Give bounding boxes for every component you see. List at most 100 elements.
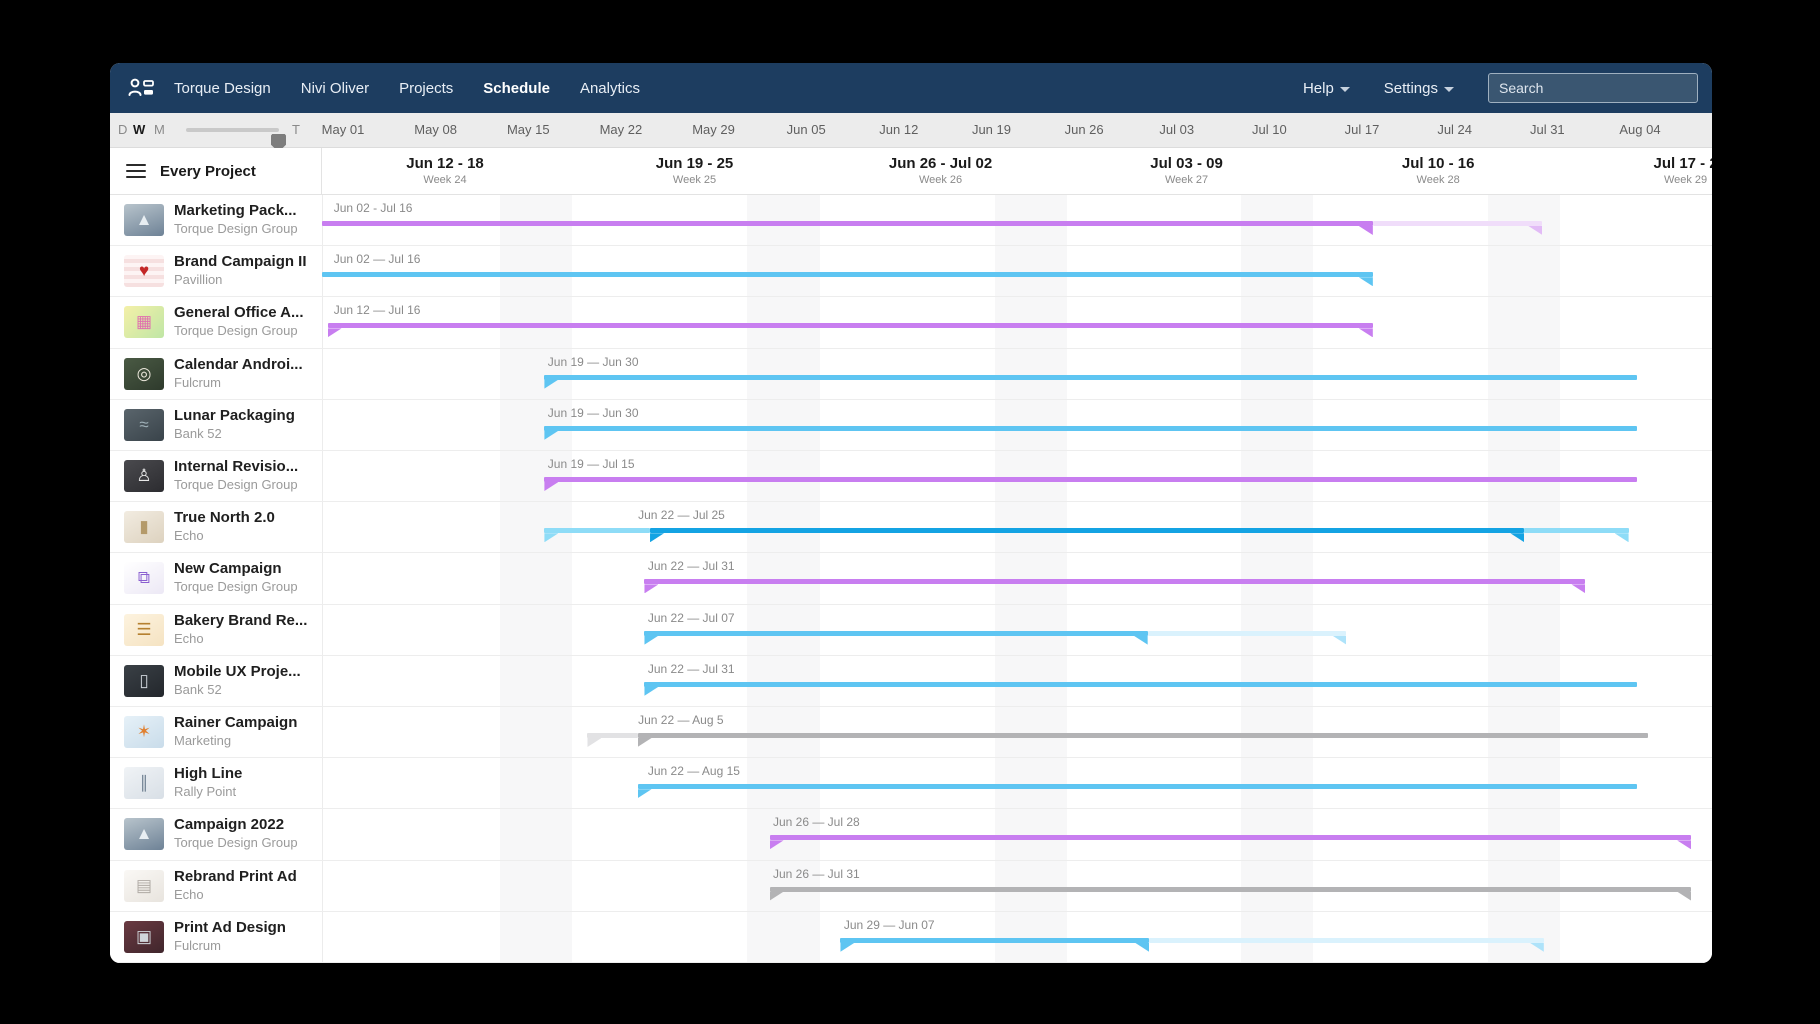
sticky-notes-photo: ▦ <box>124 306 164 339</box>
bar-start-flag-icon[interactable] <box>544 533 559 543</box>
bar-end-flag-icon[interactable] <box>1133 635 1148 645</box>
bar-start-flag-icon[interactable] <box>769 840 784 850</box>
gantt-rows-area: ▲ Marketing Pack... Torque Design Group … <box>110 195 1712 963</box>
nav-item-analytics[interactable]: Analytics <box>579 79 640 97</box>
gantt-bar-segment[interactable] <box>840 937 1150 952</box>
ruler-date-label: Jun 05 <box>786 122 826 137</box>
gantt-bar-segment[interactable] <box>637 733 1649 747</box>
bar-date-range: Jun 22 — Aug 5 <box>638 713 724 727</box>
thumbnail-glyph: ∥ <box>139 773 149 793</box>
weekend-stripes <box>322 195 1712 963</box>
bar-date-range: Jun 29 — Jun 07 <box>843 917 935 932</box>
zoom-mode-month[interactable]: M <box>154 122 165 137</box>
project-bar-lane: Jun 22 — Aug 15 <box>322 758 1712 808</box>
gantt-bar-segment[interactable] <box>587 733 638 747</box>
project-row[interactable]: ∥ High Line Rally Point Jun 22 — Aug 15 <box>110 758 1712 810</box>
gantt-bar-segment[interactable] <box>544 425 1637 440</box>
project-row[interactable]: ▤ Rebrand Print Ad Echo Jun 26 — Jul 31 <box>110 861 1712 912</box>
gantt-bar-segment[interactable] <box>644 681 1637 696</box>
hamburger-icon[interactable] <box>126 160 146 182</box>
gantt-bar-segment[interactable] <box>322 221 1373 235</box>
bar-end-flag-icon[interactable] <box>1358 328 1373 338</box>
thumbnail-glyph: ⧉ <box>137 568 151 588</box>
settings-menu[interactable]: Settings <box>1384 80 1454 97</box>
help-menu[interactable]: Help <box>1303 80 1350 97</box>
bar-end-flag-icon[interactable] <box>1528 226 1543 235</box>
bar-start-flag-icon[interactable] <box>644 686 659 696</box>
phone-screen-photo: ▯ <box>124 664 164 697</box>
project-row[interactable]: ♙ Internal Revisio... Torque Design Grou… <box>110 451 1712 503</box>
bar-start-flag-icon[interactable] <box>587 738 602 747</box>
project-row[interactable]: ▲ Marketing Pack... Torque Design Group … <box>110 195 1712 247</box>
project-row[interactable]: ◎ Calendar Androi... Fulcrum Jun 19 — Ju… <box>110 349 1712 400</box>
bar-start-flag-icon[interactable] <box>644 584 659 594</box>
project-row[interactable]: ☰ Bakery Brand Re... Echo Jun 22 — Jul 0… <box>110 605 1712 656</box>
bar-start-flag-icon[interactable] <box>840 942 855 952</box>
gantt-bar-segment[interactable] <box>644 630 1148 645</box>
gantt-bar-segment[interactable] <box>769 886 1692 901</box>
gantt-bar-segment[interactable] <box>322 272 1373 287</box>
gantt-bar-segment[interactable] <box>644 579 1586 594</box>
gantt-bar-segment[interactable] <box>769 835 1692 850</box>
bar-end-flag-icon[interactable] <box>1332 635 1347 645</box>
nav-item-schedule[interactable]: Schedule <box>483 79 550 97</box>
paper-wall-photo: ▤ <box>124 869 164 902</box>
gantt-bar-segment[interactable] <box>544 477 1637 491</box>
ruler-dates: May 01 May 08 May 15 May 22 May 29 Jun 05 Jun … <box>110 113 1712 147</box>
project-row[interactable]: ♥ Brand Campaign II Pavillion Jun 02 — J… <box>110 246 1712 298</box>
gantt-bar-segment[interactable] <box>327 323 1373 338</box>
project-name: Rainer Campaign <box>174 714 298 731</box>
bar-start-flag-icon[interactable] <box>544 482 559 491</box>
weekend-stripe <box>1488 195 1561 963</box>
bar-start-flag-icon[interactable] <box>327 328 342 338</box>
gantt-bar-segment[interactable] <box>1372 221 1543 235</box>
zoom-mode-week[interactable]: W <box>133 122 146 137</box>
project-name: New Campaign <box>174 560 282 578</box>
week-number: Week 27 <box>1164 174 1209 186</box>
project-row[interactable]: ⧉ New Campaign Torque Design Group Jun 2… <box>110 553 1712 605</box>
nav-item-projects[interactable]: Projects <box>399 79 454 97</box>
gantt-bar-segment[interactable] <box>544 528 651 543</box>
nav-item-torque-design[interactable]: Torque Design <box>174 79 271 97</box>
gantt-bar-segment[interactable] <box>544 374 1637 389</box>
weekend-stripe <box>499 195 573 963</box>
search-input[interactable] <box>1488 73 1698 103</box>
bar-end-flag-icon[interactable] <box>1677 840 1692 850</box>
bar-start-flag-icon[interactable] <box>769 891 784 901</box>
zoom-slider-track[interactable] <box>186 128 286 152</box>
project-row[interactable]: ✶ Rainer Campaign Marketing Jun 22 — Aug… <box>110 707 1712 759</box>
thumbnail-glyph: ✶ <box>136 722 152 741</box>
bar-end-flag-icon[interactable] <box>1135 942 1150 952</box>
bar-start-flag-icon[interactable] <box>644 635 659 645</box>
gantt-bar-segment[interactable] <box>1524 528 1629 543</box>
bar-end-flag-icon[interactable] <box>1510 533 1525 543</box>
zoom-slider-handle[interactable] <box>271 134 286 152</box>
bar-start-flag-icon[interactable] <box>637 789 652 799</box>
project-row[interactable]: ≈ Lunar Packaging Bank 52 Jun 19 — Jun 3… <box>110 400 1712 451</box>
bar-end-flag-icon[interactable] <box>1677 891 1692 901</box>
gantt-bar-segment[interactable] <box>637 784 1637 799</box>
project-filter-title[interactable]: Every Project <box>160 162 256 180</box>
zoom-mode-day[interactable]: D <box>118 122 128 137</box>
zoom-mode-t[interactable]: T <box>292 122 300 137</box>
bar-start-flag-icon[interactable] <box>544 430 559 440</box>
nav-item-nivi-oliver[interactable]: Nivi Oliver <box>300 79 370 97</box>
gantt-bar-segment[interactable] <box>650 528 1525 543</box>
gantt-bar-segment[interactable] <box>1149 937 1544 952</box>
bar-start-flag-icon[interactable] <box>650 533 665 543</box>
bar-end-flag-icon[interactable] <box>1571 584 1586 594</box>
project-row[interactable]: ▮ True North 2.0 Echo Jun 22 — Jul 25 <box>110 502 1712 554</box>
gantt-bar-segment[interactable] <box>1147 630 1347 645</box>
bar-end-flag-icon[interactable] <box>1529 942 1544 952</box>
project-row[interactable]: ▲ Campaign 2022 Torque Design Group Jun … <box>110 809 1712 861</box>
project-row[interactable]: ▦ General Office A... Torque Design Grou… <box>110 297 1712 349</box>
bar-end-flag-icon[interactable] <box>1358 226 1373 235</box>
app-logo[interactable] <box>128 76 154 100</box>
project-row[interactable]: ▯ Mobile UX Proje... Bank 52 Jun 22 — Ju… <box>110 656 1712 707</box>
project-row[interactable]: ▣ Print Ad Design Fulcrum Jun 29 — Jun 0… <box>110 912 1712 963</box>
project-bar-lane: Jun 19 — Jun 30 <box>322 400 1712 450</box>
bar-start-flag-icon[interactable] <box>637 738 652 747</box>
bar-end-flag-icon[interactable] <box>1614 533 1629 543</box>
bar-end-flag-icon[interactable] <box>1358 277 1373 287</box>
bar-start-flag-icon[interactable] <box>544 379 559 389</box>
